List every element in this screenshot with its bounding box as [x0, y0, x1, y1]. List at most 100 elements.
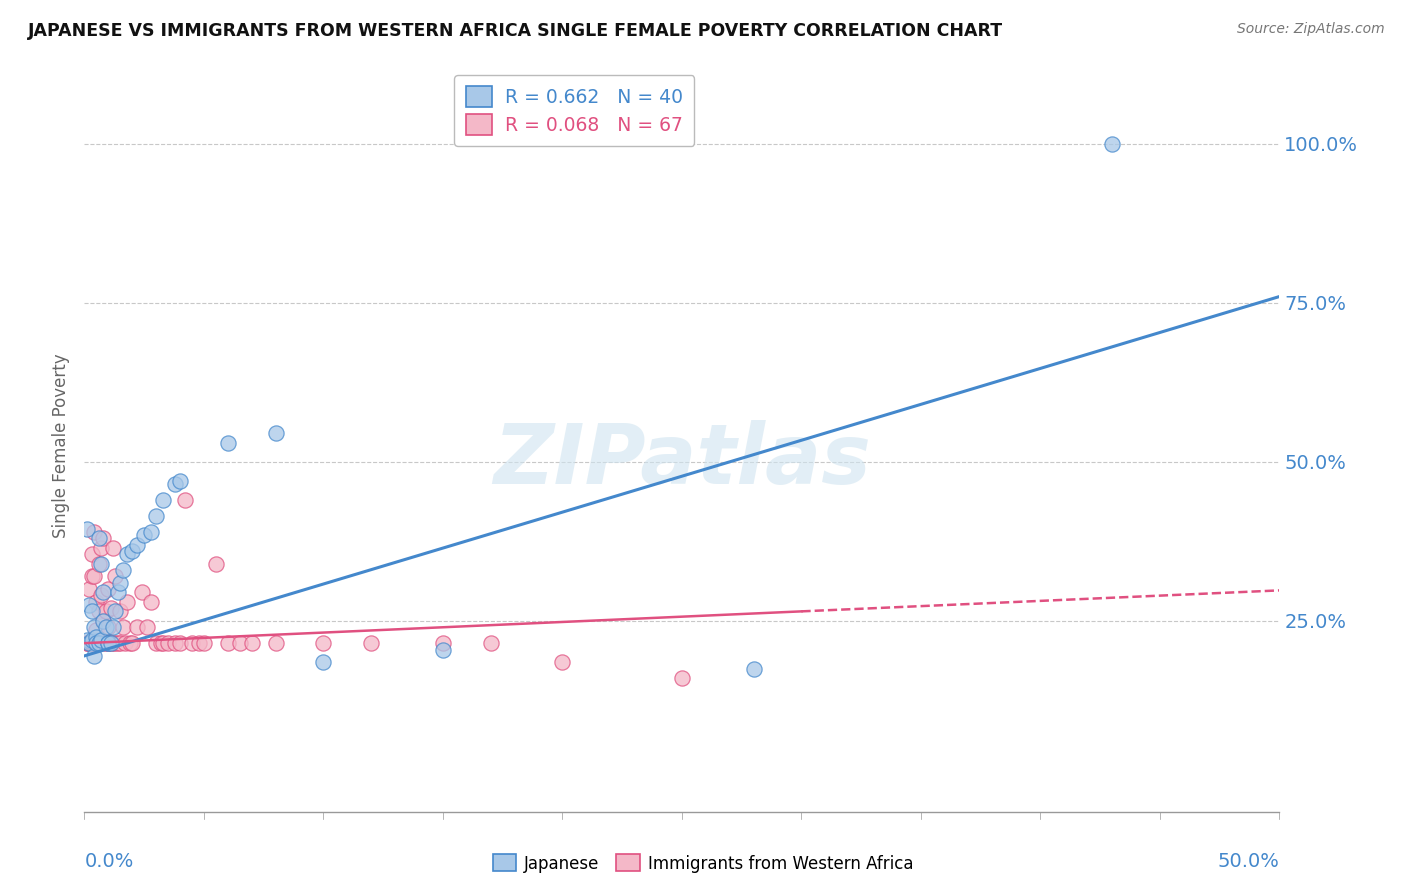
- Point: [90, 541, 112, 555]
- Point: [173, 493, 195, 508]
- Point: [157, 636, 180, 650]
- Point: [217, 435, 239, 450]
- Point: [141, 595, 163, 609]
- Point: [111, 563, 134, 577]
- Point: [104, 604, 127, 618]
- Point: [107, 585, 129, 599]
- Point: [121, 636, 143, 650]
- Point: [107, 636, 129, 650]
- Point: [77, 636, 100, 650]
- Point: [104, 636, 127, 650]
- Point: [181, 636, 204, 650]
- Point: [104, 569, 127, 583]
- Point: [86, 595, 108, 609]
- Point: [80, 632, 103, 647]
- Point: [432, 636, 454, 650]
- Point: [93, 585, 115, 599]
- Point: [360, 636, 382, 650]
- Point: [90, 632, 112, 647]
- Point: [93, 614, 115, 628]
- Point: [83, 524, 105, 539]
- Point: [114, 636, 136, 650]
- Point: [1101, 136, 1123, 151]
- Point: [432, 642, 454, 657]
- Point: [93, 531, 115, 545]
- Point: [135, 620, 157, 634]
- Point: [90, 557, 112, 571]
- Point: [264, 636, 287, 650]
- Point: [132, 528, 156, 542]
- Point: [125, 538, 148, 552]
- Point: [101, 636, 124, 650]
- Text: ZIPatlas: ZIPatlas: [494, 420, 870, 501]
- Point: [110, 575, 132, 590]
- Point: [97, 636, 120, 650]
- Point: [312, 655, 335, 669]
- Point: [86, 630, 108, 644]
- Point: [90, 632, 112, 647]
- Point: [97, 636, 120, 650]
- Point: [229, 636, 252, 650]
- Point: [111, 620, 134, 634]
- Point: [77, 636, 100, 650]
- Point: [188, 636, 211, 650]
- Point: [101, 541, 124, 555]
- Point: [83, 636, 105, 650]
- Point: [77, 598, 100, 612]
- Point: [80, 604, 103, 618]
- Point: [94, 636, 117, 650]
- Point: [86, 624, 108, 638]
- Point: [93, 636, 115, 650]
- Point: [76, 636, 98, 650]
- Point: [87, 531, 110, 545]
- Point: [87, 636, 110, 650]
- Point: [100, 636, 122, 650]
- Point: [76, 632, 98, 647]
- Point: [101, 620, 124, 634]
- Point: [145, 508, 167, 523]
- Point: [152, 493, 174, 508]
- Point: [86, 636, 108, 650]
- Point: [217, 636, 239, 650]
- Legend: R = 0.662   N = 40, R = 0.068   N = 67: R = 0.662 N = 40, R = 0.068 N = 67: [454, 75, 695, 146]
- Y-axis label: Single Female Poverty: Single Female Poverty: [52, 354, 70, 538]
- Point: [110, 636, 132, 650]
- Point: [152, 636, 174, 650]
- Point: [87, 604, 110, 618]
- Point: [671, 671, 693, 685]
- Point: [76, 636, 98, 650]
- Point: [80, 636, 103, 650]
- Point: [100, 636, 122, 650]
- Point: [87, 636, 110, 650]
- Point: [90, 589, 112, 603]
- Text: Source: ZipAtlas.com: Source: ZipAtlas.com: [1237, 22, 1385, 37]
- Point: [83, 620, 105, 634]
- Point: [100, 601, 122, 615]
- Point: [76, 522, 98, 536]
- Point: [117, 595, 139, 609]
- Point: [94, 620, 117, 634]
- Point: [169, 474, 191, 488]
- Text: JAPANESE VS IMMIGRANTS FROM WESTERN AFRICA SINGLE FEMALE POVERTY CORRELATION CHA: JAPANESE VS IMMIGRANTS FROM WESTERN AFRI…: [28, 22, 1004, 40]
- Point: [110, 604, 132, 618]
- Point: [117, 547, 139, 561]
- Point: [165, 477, 187, 491]
- Point: [551, 655, 574, 669]
- Point: [118, 636, 141, 650]
- Point: [93, 614, 115, 628]
- Point: [240, 636, 263, 650]
- Point: [205, 557, 228, 571]
- Text: 50.0%: 50.0%: [1218, 852, 1279, 871]
- Point: [312, 636, 335, 650]
- Point: [131, 585, 153, 599]
- Point: [125, 620, 148, 634]
- Point: [264, 426, 287, 441]
- Point: [94, 604, 117, 618]
- Legend: Japanese, Immigrants from Western Africa: Japanese, Immigrants from Western Africa: [486, 847, 920, 880]
- Point: [97, 582, 120, 596]
- Point: [77, 582, 100, 596]
- Point: [165, 636, 187, 650]
- Point: [145, 636, 167, 650]
- Point: [97, 636, 120, 650]
- Point: [83, 648, 105, 663]
